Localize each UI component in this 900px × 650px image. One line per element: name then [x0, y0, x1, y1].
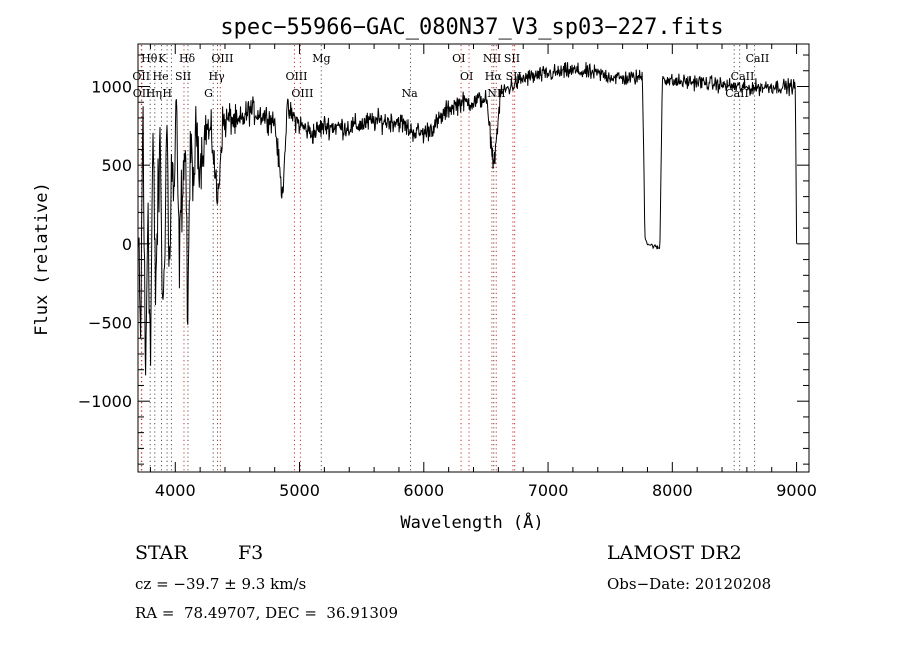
line-marker-label: SII [175, 70, 191, 83]
line-marker-label: H [162, 87, 172, 100]
y-tick-label: 500 [101, 156, 132, 175]
line-marker-label: Hδ [179, 52, 196, 65]
y-tick-label: −500 [88, 314, 132, 333]
line-marker-label: Hα [485, 70, 503, 83]
y-axis-label: Flux (relative) [32, 182, 52, 336]
x-tick-label: 5000 [279, 481, 320, 500]
line-marker-label: CaII [746, 52, 770, 65]
line-marker-label: G [204, 87, 213, 100]
line-marker-label: K [158, 52, 167, 65]
x-tick-label: 8000 [652, 481, 693, 500]
line-marker-label: Mg [312, 52, 330, 65]
line-marker-label: OIII [291, 87, 313, 100]
x-tick-label: 7000 [528, 481, 569, 500]
object-subclass: F3 [238, 542, 264, 564]
line-marker-label: Hγ [209, 70, 226, 83]
line-marker-label: OI [460, 70, 473, 83]
y-tick-label: 0 [122, 235, 132, 254]
y-axis-ticks: −1000 −500 0 500 1000 [78, 54, 809, 465]
line-marker-label: Hη [146, 87, 162, 100]
line-marker-label: OII [133, 87, 151, 100]
redshift-velocity: cz = −39.7 ± 9.3 km/s [135, 575, 307, 593]
sky-coordinates: RA = 78.49707, DEC = 36.91309 [135, 604, 399, 622]
line-marker-label: Na [402, 87, 419, 100]
y-tick-label: 1000 [91, 77, 132, 96]
line-marker-label: OI [452, 52, 465, 65]
line-marker-label: NII [483, 52, 501, 65]
line-marker-label: SII [504, 52, 520, 65]
line-marker-label: He [152, 70, 168, 83]
survey-name: LAMOST DR2 [607, 542, 742, 564]
line-marker-label: OIII [211, 52, 233, 65]
line-marker-label: OII [132, 70, 150, 83]
line-marker-label: NII [487, 87, 505, 100]
line-marker-label: Hθ [141, 52, 158, 65]
x-axis-ticks: 4000 5000 6000 7000 8000 9000 [149, 44, 817, 500]
chart-title: spec−55966−GAC_080N37_V3_sp03−227.fits [220, 15, 723, 40]
x-tick-label: 4000 [155, 481, 196, 500]
object-class: STAR [135, 542, 188, 564]
x-tick-label: 9000 [776, 481, 817, 500]
x-tick-label: 6000 [403, 481, 444, 500]
line-marker-label: OIII [285, 70, 307, 83]
spectrum-line [138, 62, 798, 376]
x-axis-label: Wavelength (Å) [400, 511, 543, 533]
line-markers [140, 45, 756, 471]
plot-frame [137, 43, 810, 473]
line-marker-label: CaII [725, 87, 749, 100]
line-marker-label: CaII [731, 70, 755, 83]
observation-date: Obs−Date: 20120208 [607, 575, 772, 593]
y-tick-label: −1000 [78, 392, 132, 411]
